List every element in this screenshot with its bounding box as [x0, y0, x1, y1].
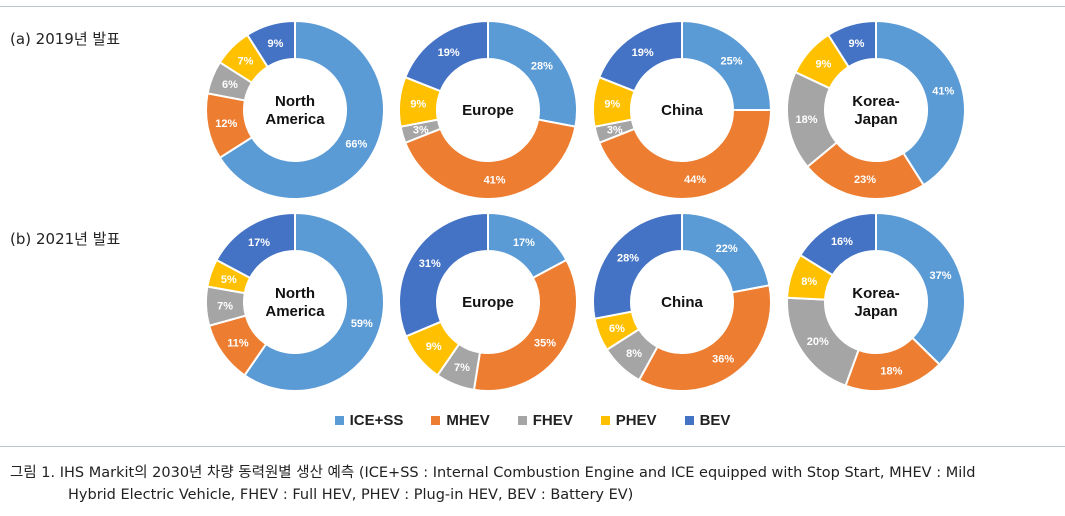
data-label-korea-japan-bev: 9% — [849, 38, 865, 50]
data-label-europe-ice-ss: 17% — [513, 237, 535, 249]
data-label-korea-japan-ice-ss: 37% — [930, 270, 952, 282]
legend-swatch-ice-ss — [334, 416, 344, 425]
legend-label: MHEV — [446, 412, 490, 429]
data-label-north-america-phev: 5% — [221, 274, 237, 286]
figure-caption: 그림 1. IHS Markit의 2030년 차량 동력원별 생산 예측 (I… — [10, 462, 1055, 506]
center-label-china: China — [661, 294, 703, 311]
data-label-china-mhev: 44% — [684, 174, 706, 186]
slice-north-america-ice-ss — [243, 211, 385, 392]
center-label-china: China — [661, 102, 703, 119]
row-label-2021: (b) 2021년 발표 — [10, 230, 121, 248]
legend-item-bev: BEV — [684, 412, 731, 429]
data-label-north-america-phev: 7% — [238, 56, 254, 68]
data-label-korea-japan-bev: 16% — [831, 236, 853, 248]
data-label-europe-fhev: 7% — [454, 362, 470, 374]
data-label-north-america-fhev: 7% — [217, 300, 233, 312]
data-label-korea-japan-phev: 9% — [816, 59, 832, 71]
center-label-north-america: North — [275, 93, 315, 110]
legend-label: ICE+SS — [349, 412, 404, 429]
donut-charts: 66%12%6%7%9%NorthAmerica28%41%3%9%19%Eur… — [205, 19, 966, 392]
legend-swatch-bev — [684, 416, 694, 425]
slice-china-bev — [592, 211, 683, 320]
data-label-north-america-bev: 17% — [248, 237, 270, 249]
legend-item-phev: PHEV — [600, 412, 657, 429]
data-label-korea-japan-ice-ss: 41% — [932, 85, 954, 97]
slice-north-america-bev — [215, 211, 296, 280]
slice-europe-mhev — [472, 258, 578, 392]
center-label-europe: Europe — [462, 294, 514, 311]
slice-europe-mhev — [403, 118, 577, 200]
bottom-rule — [0, 446, 1065, 447]
data-label-europe-phev: 9% — [426, 341, 442, 353]
data-label-china-ice-ss: 25% — [720, 56, 742, 68]
slice-china-mhev — [637, 284, 772, 392]
slice-north-america-ice-ss — [218, 19, 385, 200]
center-label-korea-japan: Korea- — [852, 93, 900, 110]
legend-item-ice-ss: ICE+SS — [334, 412, 404, 429]
slice-korea-japan-bev — [826, 19, 877, 69]
legend-item-mhev: MHEV — [431, 412, 490, 429]
center-label-korea-japan: Japan — [854, 111, 897, 128]
legend-label: PHEV — [615, 412, 657, 429]
data-label-korea-japan-mhev: 23% — [854, 174, 876, 186]
data-label-europe-mhev: 41% — [484, 175, 506, 187]
data-label-korea-japan-fhev: 18% — [796, 114, 818, 126]
slice-korea-japan-ice-ss — [875, 19, 966, 187]
data-label-europe-ice-ss: 28% — [531, 60, 553, 72]
data-label-china-ice-ss: 22% — [716, 243, 738, 255]
data-label-korea-japan-mhev: 18% — [880, 365, 902, 377]
data-label-korea-japan-phev: 8% — [801, 276, 817, 288]
data-label-china-fhev: 3% — [607, 125, 623, 137]
data-label-north-america-ice-ss: 66% — [345, 139, 367, 151]
center-label-north-america: North — [275, 285, 315, 302]
row-label-2019: (a) 2019년 발표 — [10, 30, 121, 48]
data-label-china-phev: 9% — [604, 98, 620, 110]
data-label-china-bev: 19% — [632, 47, 654, 59]
slice-north-america-bev — [245, 19, 296, 69]
slice-china-bev — [597, 19, 683, 93]
legend: ICE+SS MHEV FHEV PHEV BEV — [0, 412, 1065, 429]
legend-swatch-phev — [600, 416, 610, 425]
slice-europe-bev — [398, 211, 489, 338]
slice-europe-bev — [403, 19, 489, 93]
slice-korea-japan-bev — [798, 211, 877, 277]
data-label-europe-bev: 31% — [419, 258, 441, 270]
slice-china-mhev — [597, 109, 773, 200]
caption-line-2: Hybrid Electric Vehicle, FHEV : Full HEV… — [68, 487, 634, 503]
legend-swatch-fhev — [517, 416, 527, 425]
data-label-europe-fhev: 3% — [413, 125, 429, 137]
center-label-korea-japan: Japan — [854, 303, 897, 320]
center-label-north-america: America — [265, 303, 325, 320]
center-label-europe: Europe — [462, 102, 514, 119]
data-label-north-america-mhev: 11% — [227, 338, 249, 350]
legend-label: FHEV — [532, 412, 573, 429]
data-label-china-fhev: 8% — [626, 348, 642, 360]
caption-line-1: 그림 1. IHS Markit의 2030년 차량 동력원별 생산 예측 (I… — [10, 465, 976, 481]
data-label-china-phev: 6% — [609, 323, 625, 335]
center-label-north-america: America — [265, 111, 325, 128]
data-label-china-bev: 28% — [617, 252, 639, 264]
legend-label: BEV — [699, 412, 731, 429]
data-label-europe-phev: 9% — [410, 98, 426, 110]
data-label-china-mhev: 36% — [712, 354, 734, 366]
slice-korea-japan-ice-ss — [875, 211, 966, 366]
data-label-korea-japan-fhev: 20% — [807, 336, 829, 348]
data-label-europe-bev: 19% — [438, 47, 460, 59]
data-label-north-america-ice-ss: 59% — [351, 318, 373, 330]
data-label-europe-mhev: 35% — [534, 338, 556, 350]
legend-swatch-mhev — [431, 416, 441, 425]
data-label-north-america-mhev: 12% — [215, 118, 237, 130]
data-label-north-america-bev: 9% — [268, 38, 284, 50]
top-rule — [0, 6, 1065, 7]
center-label-korea-japan: Korea- — [852, 285, 900, 302]
legend-item-fhev: FHEV — [517, 412, 573, 429]
data-label-north-america-fhev: 6% — [222, 79, 238, 91]
